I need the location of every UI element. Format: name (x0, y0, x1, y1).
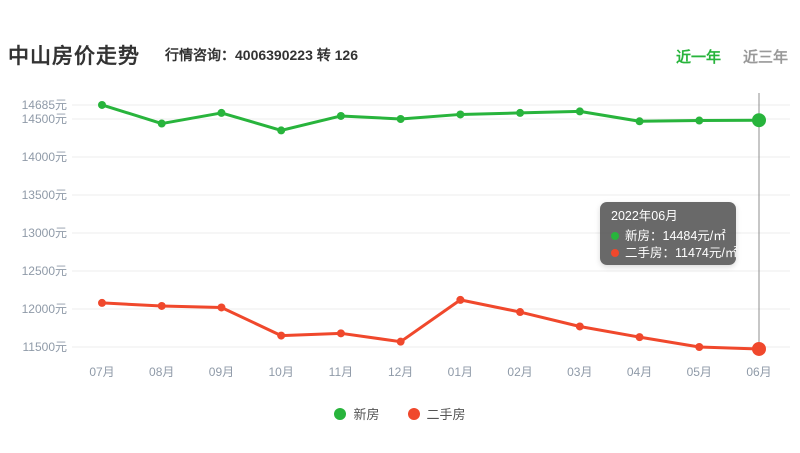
new-house-data-point[interactable] (695, 116, 704, 125)
second-hand-data-point[interactable] (752, 341, 766, 356)
y-axis-label: 14500元 (22, 112, 67, 126)
new-house-dot-icon (611, 231, 619, 240)
new-house-data-point[interactable] (575, 107, 584, 116)
second-hand-data-point[interactable] (456, 295, 465, 304)
tooltip-row-second-hand: 二手房： 11474元/㎡ (611, 246, 737, 260)
new-house-data-point[interactable] (336, 111, 345, 120)
consult-info: 行情咨询：4006390223 转 126 (165, 45, 358, 65)
x-axis-label: 07月 (89, 365, 114, 379)
x-axis-label: 06月 (746, 365, 771, 379)
tooltip-new-house-name: 新房： (625, 228, 663, 243)
second-hand-data-point[interactable] (217, 303, 226, 312)
second-hand-data-point[interactable] (635, 333, 644, 342)
x-axis-label: 11月 (329, 365, 353, 379)
new-house-data-point[interactable] (635, 117, 644, 126)
chart-legend: 新房 二手房 (0, 404, 800, 423)
second-hand-data-point[interactable] (516, 308, 525, 317)
tab-three-years[interactable]: 近三年 (742, 49, 788, 66)
y-axis-label: 14000元 (22, 150, 67, 164)
legend-label-second-hand: 二手房 (426, 407, 466, 422)
new-house-data-point[interactable] (456, 110, 465, 119)
x-axis-label: 01月 (448, 365, 473, 379)
legend-item-second-hand[interactable]: 二手房 (407, 404, 466, 423)
new-house-data-point[interactable] (157, 119, 166, 128)
second-hand-dot-icon (611, 249, 619, 258)
new-house-data-point[interactable] (396, 115, 405, 123)
second-hand-data-point[interactable] (336, 329, 345, 338)
period-tabs: 近一年 近三年 (676, 46, 788, 67)
price-trend-chart: 11500元 12000元 12500元 13000元 13500元 14000元 1450… (22, 93, 790, 379)
header: 中山房价走势 行情咨询：4006390223 转 126 近一年 近三年 (0, 40, 800, 68)
new-house-data-point[interactable] (217, 108, 226, 117)
new-house-data-point[interactable] (752, 113, 766, 128)
second-hand-data-point[interactable] (157, 301, 166, 310)
second-hand-legend-dot-icon (407, 407, 420, 420)
second-hand-data-point[interactable] (98, 298, 106, 307)
y-axis-label: 14685元 (22, 98, 67, 112)
y-axis-label: 13000元 (22, 226, 67, 240)
second-hand-data-point[interactable] (277, 331, 286, 340)
second-hand-data-point[interactable] (695, 343, 704, 351)
tooltip-new-house-value: 14484元/㎡ (662, 228, 726, 243)
second-hand-line (100, 298, 761, 351)
new-house-data-point[interactable] (516, 108, 525, 117)
y-axis-label: 12500元 (22, 264, 67, 278)
y-axis-label: 12000元 (22, 302, 67, 316)
x-axis-label: 02月 (507, 365, 532, 379)
x-axis-label: 08月 (149, 365, 174, 379)
new-house-data-point[interactable] (98, 100, 106, 109)
x-axis-label: 05月 (687, 365, 712, 379)
tooltip-second-hand-name: 二手房： (625, 246, 676, 260)
chart-tooltip: 2022年06月 新房： 14484元/㎡ 二手房： 11474元/㎡ (600, 202, 737, 265)
second-hand-data-point[interactable] (575, 322, 584, 331)
x-axis-label: 12月 (388, 365, 413, 379)
x-axis-label: 04月 (627, 365, 652, 379)
x-axis-label: 03月 (567, 365, 592, 379)
second-hand-data-point[interactable] (396, 337, 405, 346)
page-title: 中山房价走势 (8, 45, 140, 68)
new-house-line (100, 103, 761, 132)
new-house-legend-dot-icon (334, 407, 347, 420)
tooltip-row-new-house: 新房： 14484元/㎡ (611, 228, 726, 243)
x-axis-label: 09月 (209, 365, 234, 379)
consult-label: 行情咨询： (165, 47, 235, 63)
tooltip-date: 2022年06月 (611, 209, 678, 223)
new-house-data-point[interactable] (277, 126, 286, 135)
consult-phone: 4006390223 转 126 (235, 47, 358, 63)
tab-recent-year[interactable]: 近一年 (675, 49, 721, 66)
y-axis-label: 13500元 (22, 188, 67, 202)
x-axis-label: 10月 (269, 365, 294, 379)
tooltip-second-hand-value: 11474元/㎡ (675, 246, 738, 260)
y-axis-label: 11500元 (23, 340, 67, 354)
legend-label-new-house: 新房 (353, 407, 380, 422)
legend-item-new-house[interactable]: 新房 (334, 404, 380, 423)
